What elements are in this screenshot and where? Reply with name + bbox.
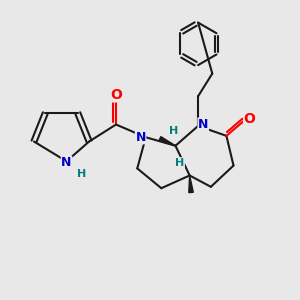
Text: H: H [77, 169, 87, 179]
Text: N: N [136, 131, 146, 144]
Text: N: N [198, 118, 208, 131]
Text: H: H [169, 126, 179, 136]
Text: O: O [110, 88, 122, 102]
Text: N: N [61, 156, 72, 169]
Text: O: O [244, 112, 256, 126]
Text: H: H [175, 158, 184, 168]
Polygon shape [189, 176, 193, 193]
Polygon shape [159, 136, 175, 146]
